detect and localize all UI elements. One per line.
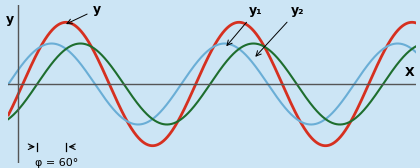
Text: y₂: y₂	[256, 4, 304, 56]
Text: y₁: y₁	[227, 4, 263, 45]
Text: y: y	[6, 13, 14, 26]
Text: φ = 60°: φ = 60°	[34, 158, 78, 168]
Text: y: y	[67, 3, 100, 24]
Text: X: X	[405, 66, 415, 79]
